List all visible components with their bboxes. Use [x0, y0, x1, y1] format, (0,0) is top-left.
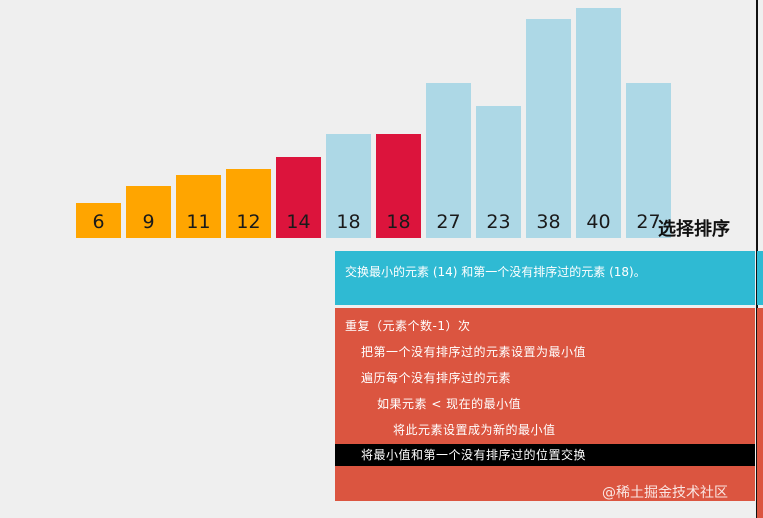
bar-value-label: 11	[186, 211, 211, 233]
pseudocode-line-1: 重复（元素个数-1）次	[345, 319, 471, 333]
status-panel-edge	[757, 251, 763, 305]
bar-3	[176, 175, 221, 238]
bar-11	[576, 8, 621, 238]
bar-12	[626, 83, 671, 238]
bar-value-label: 18	[336, 211, 361, 233]
pseudocode-line-4: 如果元素 < 现在的最小值	[377, 397, 522, 411]
bar-value-label: 9	[142, 211, 155, 233]
bar-8	[426, 83, 471, 238]
bar-value-label: 38	[536, 211, 561, 233]
bar-value-label: 18	[386, 211, 411, 233]
pseudocode-line-5: 将此元素设置成为新的最小值	[393, 423, 556, 437]
bar-value-label: 6	[92, 211, 105, 233]
bar-chart-area: 6 9 11 12 14 18 18 27 23 38 40 27	[0, 0, 763, 240]
bar-value-label: 40	[586, 211, 611, 233]
status-message-text: 交换最小的元素 (14) 和第一个没有排序过的元素 (18)。	[345, 265, 646, 279]
pseudocode-line-6: 将最小值和第一个没有排序过的位置交换	[335, 444, 755, 466]
bar-1	[76, 203, 121, 238]
bar-value-label: 23	[486, 211, 511, 233]
bar-value-label: 27	[436, 211, 461, 233]
algorithm-title: 选择排序	[658, 219, 730, 240]
pseudocode-panel: 重复（元素个数-1）次把第一个没有排序过的元素设置为最小值 遍历每个没有排序过的元…	[335, 308, 755, 501]
pseudocode-panel-edge	[757, 308, 763, 518]
bar-6	[326, 134, 371, 238]
bar-10	[526, 19, 571, 238]
bar-4	[226, 169, 271, 238]
status-message-panel: 交换最小的元素 (14) 和第一个没有排序过的元素 (18)。	[335, 251, 755, 305]
pseudocode-line-3: 遍历每个没有排序过的元素	[361, 371, 512, 385]
bar-5	[276, 157, 321, 238]
bar-7	[376, 134, 421, 238]
bar-value-label: 12	[236, 211, 261, 233]
watermark: @稀土掘金技术社区	[602, 485, 728, 501]
bar-9	[476, 106, 521, 238]
bar-value-label: 14	[286, 211, 311, 233]
bar-2	[126, 186, 171, 238]
bar-value-label: 27	[636, 211, 661, 233]
pseudocode-line-2: 把第一个没有排序过的元素设置为最小值	[361, 345, 587, 359]
